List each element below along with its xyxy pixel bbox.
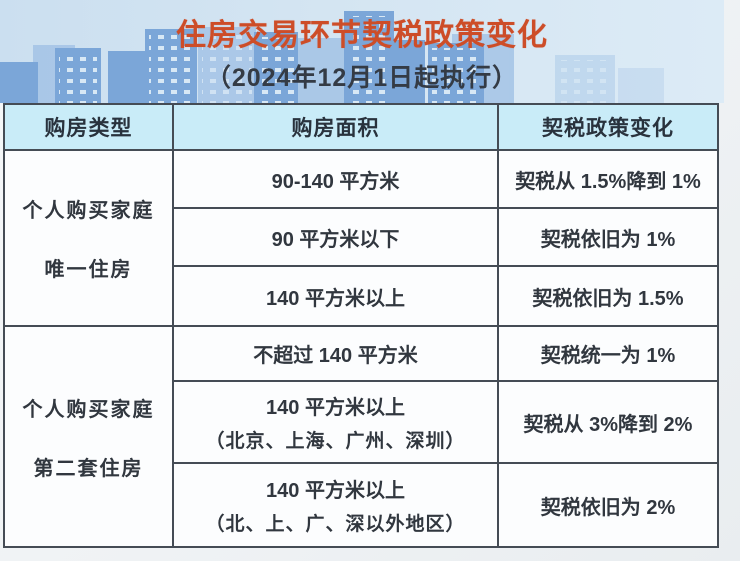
- area-cell: 140 平方米以上 （北京、上海、广州、深圳）: [172, 380, 499, 464]
- buyer-type-cell-only-home: 个人购买家庭 唯一住房: [3, 149, 174, 327]
- page-title: 住房交易环节契税政策变化: [176, 18, 548, 52]
- table-row: 个人购买家庭 第二套住房 不超过 140 平方米 契税统一为 1%: [3, 325, 719, 548]
- column-header-policy: 契税政策变化: [497, 103, 719, 151]
- policy-cell: 契税统一为 1%: [497, 325, 719, 382]
- area-line1: 140 平方米以上: [266, 480, 405, 502]
- column-header-area: 购房面积: [172, 103, 499, 151]
- area-line2: （北京、上海、广州、深圳）: [205, 431, 466, 452]
- table-row: 140 平方米以上 （北、上、广、深以外地区） 契税依旧为 2%: [4, 462, 719, 548]
- area-cell: 140 平方米以上 （北、上、广、深以外地区）: [172, 462, 499, 548]
- area-cell: 不超过 140 平方米: [172, 325, 499, 382]
- policy-cell: 契税从 1.5%降到 1%: [497, 149, 719, 209]
- buyer-type-cell-second-home: 个人购买家庭 第二套住房: [3, 325, 174, 548]
- policy-cell: 契税从 3%降到 2%: [497, 380, 719, 464]
- column-header-buyer-type: 购房类型: [3, 103, 174, 151]
- policy-cell: 契税依旧为 1.5%: [497, 265, 719, 327]
- buyer-type-line1: 个人购买家庭: [22, 200, 155, 222]
- city-skyline-icon: [0, 11, 664, 103]
- effective-date-subtitle: （2024年12月1日起执行）: [205, 63, 519, 92]
- policy-cell: 契税依旧为 2%: [497, 462, 719, 548]
- banner-text-block: 住房交易环节契税政策变化 （2024年12月1日起执行）: [0, 0, 724, 103]
- area-cell: 90 平方米以下: [172, 207, 499, 267]
- table-header-row: 购房类型 购房面积 契税政策变化: [3, 103, 719, 151]
- table-row: 140 平方米以上 （北京、上海、广州、深圳） 契税从 3%降到 2%: [4, 380, 719, 464]
- table-row: 90 平方米以下 契税依旧为 1%: [4, 207, 719, 267]
- deed-tax-policy-table: 购房类型 购房面积 契税政策变化 个人购买家庭 唯一住房 90-140 平方米 …: [3, 103, 719, 548]
- policy-cell: 契税依旧为 1%: [497, 207, 719, 267]
- area-line2: （北、上、广、深以外地区）: [205, 514, 466, 535]
- buyer-type-line2: 唯一住房: [44, 259, 133, 281]
- area-cell: 90-140 平方米: [172, 149, 499, 209]
- buyer-type-line2: 第二套住房: [33, 457, 144, 480]
- header-banner: 住房交易环节契税政策变化 （2024年12月1日起执行）: [0, 0, 724, 103]
- area-cell: 140 平方米以上: [172, 265, 499, 327]
- table-row: 140 平方米以上 契税依旧为 1.5%: [4, 265, 719, 327]
- area-line1: 140 平方米以上: [266, 397, 405, 419]
- table-row: 个人购买家庭 唯一住房 90-140 平方米 契税从 1.5%降到 1%: [3, 149, 719, 327]
- buyer-type-line1: 个人购买家庭: [22, 398, 155, 421]
